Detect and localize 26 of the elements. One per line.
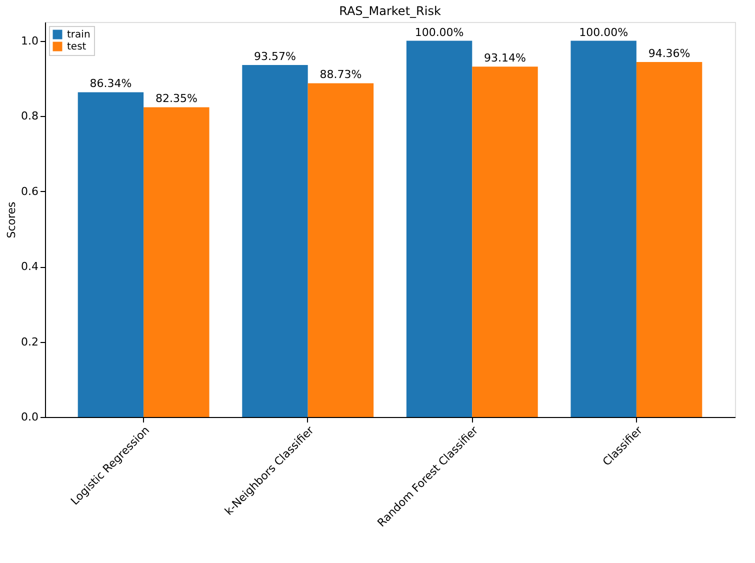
y-axis-title: Scores bbox=[5, 201, 18, 238]
bar bbox=[144, 107, 210, 417]
bar bbox=[636, 62, 702, 417]
y-tick-label: 0.6 bbox=[21, 184, 38, 198]
data-label: 93.14% bbox=[484, 52, 526, 65]
bar bbox=[242, 65, 308, 417]
chart-title: RAS_Market_Risk bbox=[339, 4, 441, 18]
y-tick-label: 0.2 bbox=[21, 335, 38, 348]
data-label: 100.00% bbox=[414, 26, 464, 39]
y-tick-label: 0.4 bbox=[21, 260, 38, 274]
data-label: 100.00% bbox=[579, 26, 628, 39]
bar bbox=[78, 92, 144, 417]
data-label: 88.73% bbox=[320, 68, 362, 82]
bar bbox=[308, 83, 374, 417]
bar bbox=[570, 40, 636, 417]
y-tick-label: 1.0 bbox=[21, 34, 38, 48]
data-label: 94.36% bbox=[648, 47, 690, 60]
bar bbox=[406, 40, 472, 417]
bar bbox=[472, 66, 538, 417]
legend-label: train bbox=[67, 30, 90, 40]
data-label: 82.35% bbox=[155, 92, 198, 106]
data-label: 86.34% bbox=[90, 77, 132, 90]
data-label: 93.57% bbox=[254, 50, 296, 63]
y-tick-label: 0.0 bbox=[21, 410, 38, 424]
y-tick-label: 0.8 bbox=[21, 110, 38, 123]
legend-label: test bbox=[67, 42, 86, 52]
